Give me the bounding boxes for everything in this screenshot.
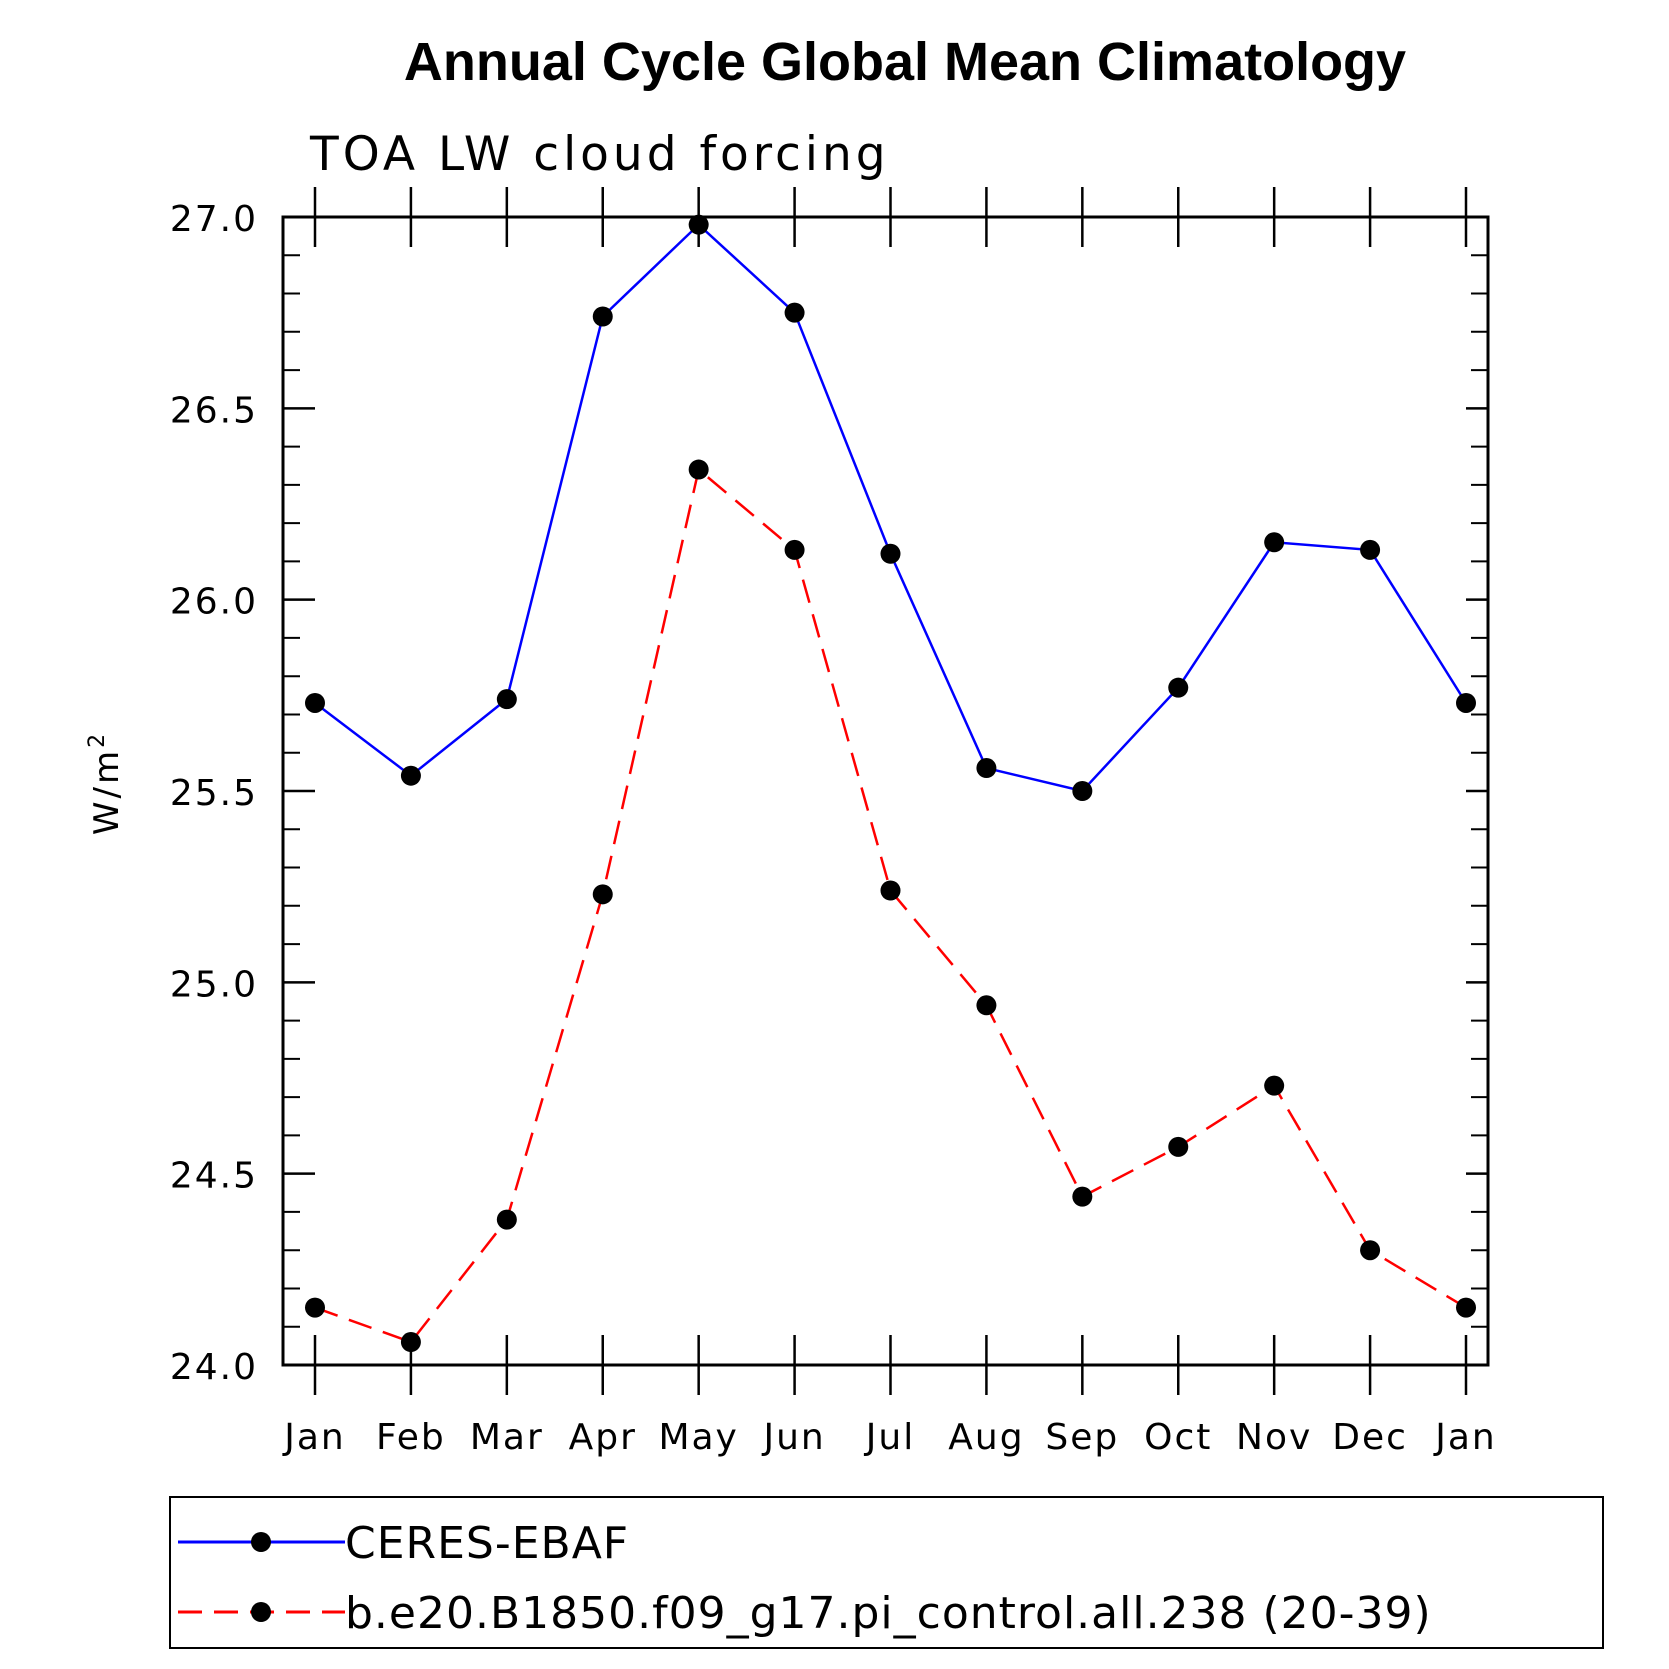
y-tick-label: 27.0 xyxy=(170,199,258,240)
legend-marker-model-run xyxy=(251,1602,271,1622)
data-point-series-1 xyxy=(496,1209,517,1230)
data-point-series-1 xyxy=(880,880,901,901)
data-point-series-0 xyxy=(784,302,805,323)
data-point-series-1 xyxy=(784,539,805,560)
data-point-series-0 xyxy=(1264,532,1285,553)
x-tick-label: Aug xyxy=(948,1417,1024,1458)
x-tick-label: May xyxy=(658,1417,738,1458)
y-tick-label: 24.0 xyxy=(170,1347,258,1388)
series-line-1 xyxy=(314,467,1467,1344)
x-tick-label: Feb xyxy=(376,1417,446,1458)
data-point-series-1 xyxy=(1360,1240,1381,1261)
y-tick-label: 26.5 xyxy=(170,390,258,431)
data-point-series-0 xyxy=(1360,539,1381,560)
y-axis-label: W/m xyxy=(87,748,127,835)
data-point-series-1 xyxy=(592,884,613,905)
series-markers xyxy=(305,214,1476,1353)
data-point-series-1 xyxy=(688,459,709,480)
x-tick-label: Jan xyxy=(282,1417,346,1458)
y-tick-label: 25.5 xyxy=(170,773,258,814)
x-tick-label: Jul xyxy=(864,1417,915,1458)
data-point-series-1 xyxy=(1168,1136,1189,1157)
svg-text:W/m2: W/m2 xyxy=(85,731,127,835)
x-tick-label: Sep xyxy=(1045,1417,1119,1458)
data-point-series-0 xyxy=(1072,781,1093,801)
data-point-series-0 xyxy=(688,214,709,235)
series-lines xyxy=(314,222,1468,1344)
axis-tick-labels: Jan Feb Mar Apr May Jun Jul Aug Sep Oct Nov Dec Jan 2… xyxy=(170,199,1497,1458)
y-tick-label: 24.5 xyxy=(170,1156,258,1197)
data-point-series-0 xyxy=(496,689,517,710)
data-point-series-1 xyxy=(1072,1186,1093,1207)
data-point-series-0 xyxy=(880,543,901,564)
legend-label-model-run: b.e20.B1850.f09_g17.pi_control.all.238 (… xyxy=(345,1588,1432,1639)
data-point-series-1 xyxy=(1264,1075,1285,1096)
x-tick-label: Mar xyxy=(470,1417,544,1458)
y-tick-label: 26.0 xyxy=(170,582,258,623)
data-point-series-0 xyxy=(1456,692,1476,713)
data-point-series-0 xyxy=(305,692,325,713)
data-point-series-1 xyxy=(305,1297,325,1318)
data-point-series-0 xyxy=(976,758,997,779)
chart-title: Annual Cycle Global Mean Climatology xyxy=(404,32,1406,92)
legend: CERES-EBAF b.e20.B1850.f09_g17.pi_contro… xyxy=(169,1496,1604,1649)
data-point-series-1 xyxy=(976,995,997,1016)
data-point-series-1 xyxy=(400,1332,421,1353)
x-tick-label: Dec xyxy=(1332,1417,1408,1458)
y-axis-title: W/m2 xyxy=(85,731,127,835)
data-point-series-0 xyxy=(1168,677,1189,698)
data-point-series-0 xyxy=(400,765,421,786)
x-tick-label: Apr xyxy=(569,1417,637,1458)
x-tick-label: Jun xyxy=(761,1417,825,1458)
x-tick-label: Nov xyxy=(1236,1417,1312,1458)
data-point-series-0 xyxy=(592,306,613,327)
axis-ticks xyxy=(283,187,1488,1395)
x-tick-label: Jan xyxy=(1433,1417,1497,1458)
chart-subtitle: TOA LW cloud forcing xyxy=(309,127,890,182)
series-line-0 xyxy=(314,222,1468,793)
legend-box xyxy=(169,1496,1604,1649)
data-point-series-1 xyxy=(1456,1297,1476,1318)
legend-label-ceres-ebaf: CERES-EBAF xyxy=(345,1518,629,1569)
y-axis-label-superscript: 2 xyxy=(85,731,110,748)
y-tick-label: 25.0 xyxy=(170,964,258,1005)
legend-marker-ceres-ebaf xyxy=(251,1532,271,1552)
plot-frame xyxy=(281,215,1490,1367)
x-tick-label: Oct xyxy=(1144,1417,1212,1458)
